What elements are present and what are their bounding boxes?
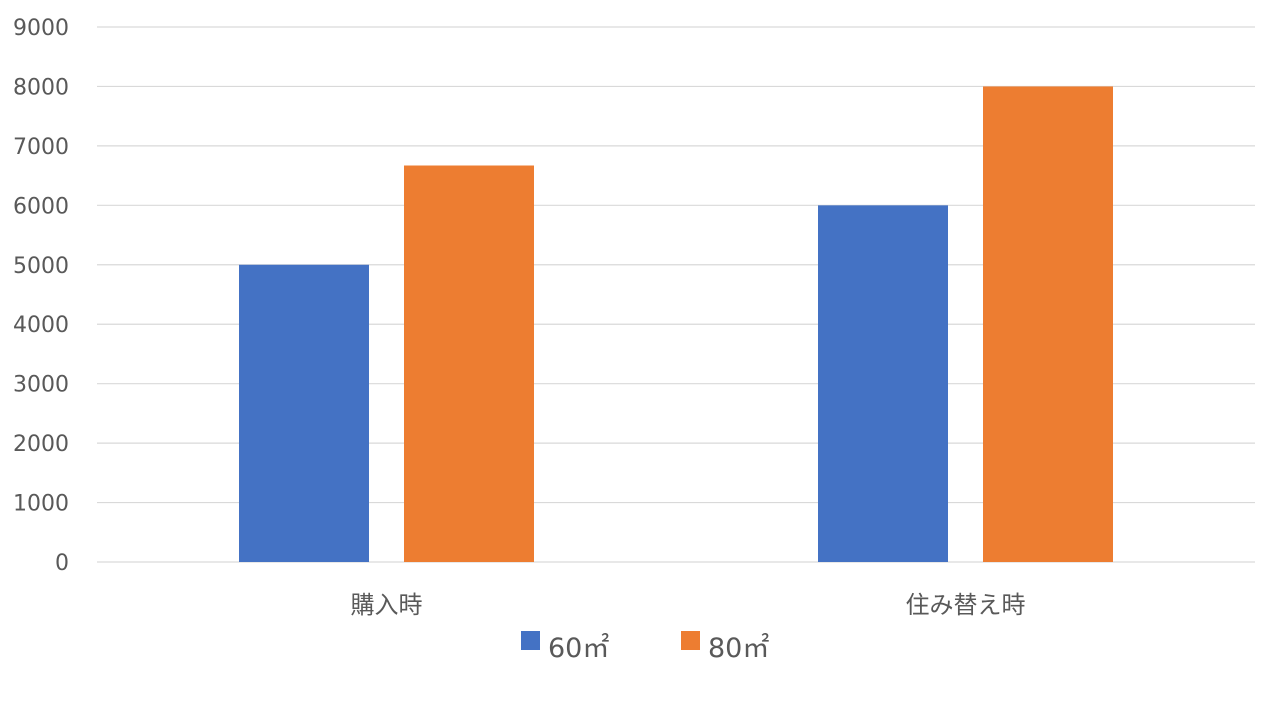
y-tick-label: 3000	[13, 373, 69, 398]
y-axis-tick-labels: 0 1000 2000 3000 4000 5000 6000 7000 8000 9000	[13, 16, 69, 576]
x-category-label: 購入時	[351, 591, 423, 619]
bar	[404, 165, 534, 562]
legend-label: 60㎡	[548, 633, 609, 664]
legend-label: 80㎡	[708, 633, 769, 664]
y-tick-label: 6000	[13, 194, 69, 219]
bar	[239, 264, 369, 562]
legend-swatch	[521, 631, 540, 650]
legend-swatch	[681, 631, 700, 650]
legend: 60㎡ 80㎡	[521, 631, 769, 664]
y-tick-label: 8000	[13, 75, 69, 100]
y-tick-label: 9000	[13, 16, 69, 41]
y-tick-label: 1000	[13, 492, 69, 517]
y-tick-label: 7000	[13, 135, 69, 160]
y-tick-label: 2000	[13, 432, 69, 457]
bar	[818, 205, 948, 563]
bar	[983, 86, 1113, 562]
x-axis-category-labels: 購入時 住み替え時	[351, 591, 1026, 619]
y-tick-label: 0	[55, 551, 69, 576]
x-category-label: 住み替え時	[906, 591, 1026, 619]
y-tick-label: 5000	[13, 254, 69, 279]
bars	[239, 86, 1113, 563]
y-tick-label: 4000	[13, 313, 69, 338]
